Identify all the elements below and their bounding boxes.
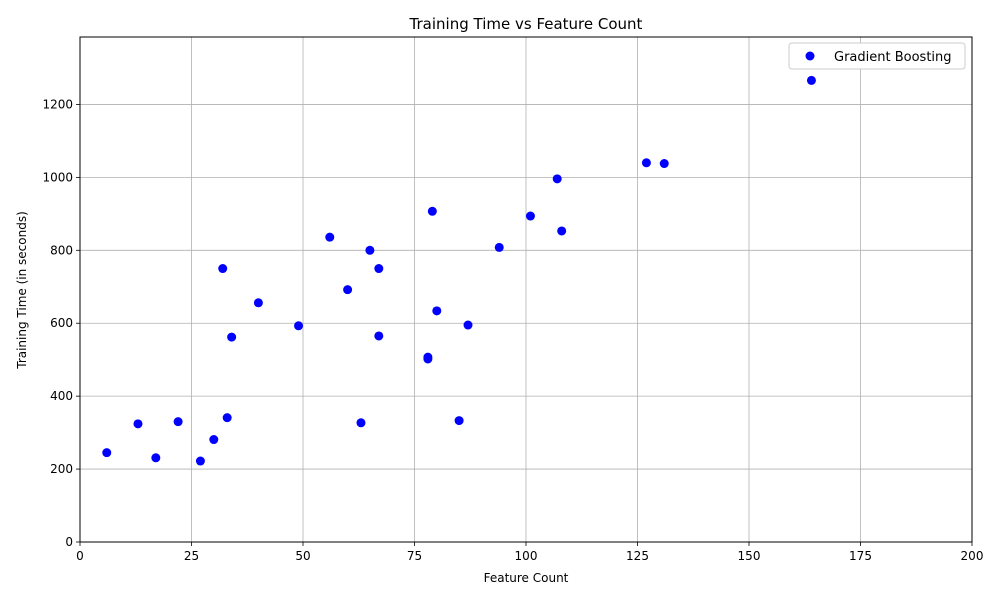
legend-marker [805,51,815,61]
legend: Gradient Boosting [788,42,966,70]
data-point [209,435,219,445]
legend-box [788,42,966,70]
data-point [659,159,669,169]
x-tick-label: 175 [849,549,872,563]
x-tick-label: 50 [295,549,310,563]
y-tick-label: 0 [65,535,73,549]
y-axis-label: Training Time (in seconds) [15,211,29,370]
y-tick-label: 600 [50,316,73,330]
data-point [432,306,442,316]
data-point [423,354,433,364]
y-tick-label: 200 [50,462,73,476]
data-point [343,285,353,295]
data-point [374,264,384,274]
x-tick-label: 100 [515,549,538,563]
x-tick-label: 75 [407,549,422,563]
x-tick-label: 200 [961,549,984,563]
data-point [806,75,816,85]
x-tick-label: 0 [76,549,84,563]
data-point [356,418,366,428]
data-point [374,331,384,341]
data-point [365,245,375,255]
x-tick-label: 25 [184,549,199,563]
data-point [218,264,228,274]
data-point [427,206,437,216]
y-tick-label: 1000 [42,170,73,184]
data-point [552,174,562,184]
data-point [494,242,504,252]
data-point [133,419,143,429]
data-point [151,453,161,463]
x-tick-label: 150 [738,549,761,563]
axis-ticks: 0 25 50 75 100 125 150 175 200 0 200 400 600 800 1000 1… [42,97,983,563]
legend-label: Gradient Boosting [834,50,952,65]
data-point [227,332,237,342]
data-point [173,417,183,427]
data-point [253,298,263,308]
y-tick-label: 400 [50,389,73,403]
data-point [454,416,464,426]
data-point [463,320,473,330]
x-axis-label: Feature Count [484,571,569,585]
data-point [641,158,651,168]
y-tick-label: 800 [50,243,73,257]
data-point [102,448,112,458]
y-tick-label: 1200 [42,97,73,111]
chart-title: Training Time vs Feature Count [409,15,643,33]
data-point [294,321,304,331]
data-point [195,456,205,466]
data-points [102,75,816,466]
data-point [557,226,567,236]
data-point [222,413,232,423]
x-tick-label: 125 [626,549,649,563]
data-point [325,232,335,242]
data-point [525,211,535,221]
